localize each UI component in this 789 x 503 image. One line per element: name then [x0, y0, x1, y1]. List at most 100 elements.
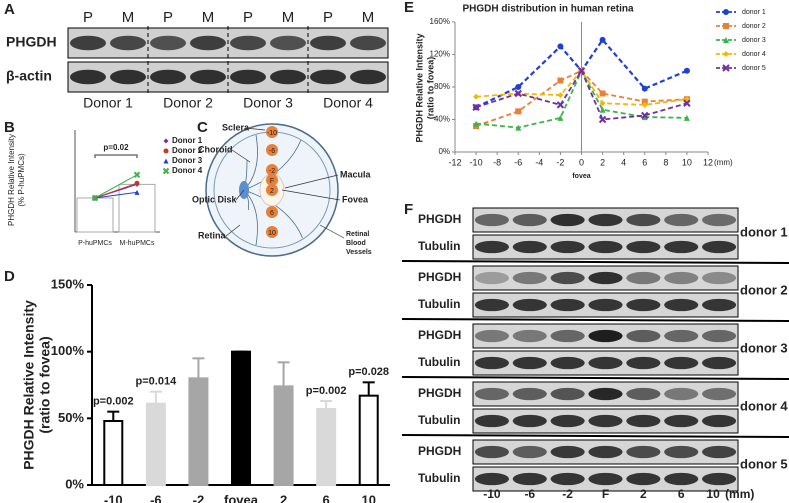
lane-label: P [83, 9, 93, 26]
marker [598, 115, 607, 124]
x-tick-label: -4 [535, 157, 543, 167]
legend-label: Donor 4 [172, 166, 203, 175]
pointer [319, 224, 345, 239]
donor-label: donor 3 [740, 340, 788, 355]
pointer [281, 189, 341, 201]
pointer [235, 189, 245, 201]
band [70, 69, 106, 85]
x-tick-label: 10 [361, 492, 375, 503]
vessel [243, 139, 302, 191]
marker [723, 23, 729, 29]
position-label: 6 [270, 210, 274, 217]
band [588, 387, 623, 401]
legend-label: Donor 3 [172, 156, 203, 165]
band [474, 240, 509, 254]
position-dot [266, 126, 278, 138]
y-tick-label: 80% [434, 82, 450, 91]
x-axis-label: fovea [572, 173, 590, 180]
eye-label: Choroid [198, 144, 233, 154]
x-tick-label: P-huPMCs [78, 240, 112, 247]
legend-label: donor 2 [742, 23, 766, 30]
chart-title: PHGDH distribution in human retina [462, 4, 634, 15]
band [512, 271, 547, 285]
annotation: p=0.028 [348, 366, 389, 378]
x-tick-label: 6 [642, 157, 647, 167]
band [664, 414, 699, 428]
y-axis-label: PHGDH Relative Intensity [414, 33, 424, 142]
row-label: PHGDH [418, 386, 461, 400]
band [512, 414, 547, 428]
bracket [94, 154, 138, 158]
marker [163, 158, 169, 164]
marker [472, 103, 480, 112]
band [512, 387, 547, 401]
lane-label: P [243, 9, 253, 26]
vessel [243, 189, 303, 239]
bar [76, 197, 114, 233]
marker [641, 98, 648, 105]
band [190, 35, 226, 51]
position-label: -6 [269, 148, 275, 155]
band [110, 35, 146, 51]
marker [162, 167, 170, 175]
band [474, 271, 509, 285]
legend-label: Donor 1 [172, 136, 203, 145]
x-tick-label: fovea [224, 492, 259, 503]
series-line [94, 182, 138, 199]
position-dot [266, 206, 278, 218]
band [474, 298, 509, 312]
x-tick-label: 0 [579, 157, 584, 167]
y-tick-label: 50% [58, 410, 84, 425]
lane-label: F [602, 487, 609, 501]
band [702, 387, 737, 401]
y-tick-label: 0% [438, 147, 450, 156]
band [550, 213, 585, 227]
row-label: Tubulin [418, 355, 460, 369]
pointer [225, 224, 241, 237]
bar [231, 350, 251, 486]
band [350, 35, 386, 51]
band [230, 69, 266, 85]
x-tick-label: 8 [663, 157, 668, 167]
band [474, 414, 509, 428]
legend-label: Donor 2 [172, 146, 203, 155]
marker [557, 92, 564, 99]
marker [91, 194, 99, 202]
donor-label: donor 1 [740, 224, 788, 239]
band [588, 472, 623, 486]
donor-label: donor 2 [740, 282, 788, 297]
position-label: -2 [269, 168, 275, 175]
separator [401, 376, 789, 380]
bar [273, 385, 294, 487]
band [512, 472, 547, 486]
row-label: PHGDH [418, 328, 461, 342]
band [474, 329, 509, 343]
x-tick-label: M-huPMCs [119, 240, 155, 247]
band [626, 472, 661, 486]
y-axis-label: PHGDH Relative Intensity [21, 300, 37, 470]
marker [723, 9, 729, 15]
x-tick-label: -6 [150, 492, 162, 503]
position-label: -10 [267, 130, 277, 137]
marker [599, 100, 606, 107]
band [626, 240, 661, 254]
position-label: F [270, 178, 274, 185]
x-tick-label: 4 [621, 157, 626, 167]
band [474, 472, 509, 486]
marker [641, 111, 649, 120]
band [702, 356, 737, 370]
x-axis-unit: (mm) [714, 158, 733, 167]
group-label: Donor 2 [163, 95, 213, 111]
band [626, 298, 661, 312]
band [70, 35, 106, 51]
separator [401, 260, 789, 264]
band [230, 35, 266, 51]
lane-label: 6 [678, 487, 685, 501]
donor-label: donor 4 [740, 398, 788, 413]
legend-label: donor 1 [742, 9, 766, 16]
eye-label: Retinal [346, 231, 369, 238]
annotation: p=0.002 [306, 385, 347, 397]
row-label: Tubulin [418, 297, 460, 311]
row-label: PHGDH [418, 270, 461, 284]
x-tick-label: -6 [514, 157, 522, 167]
